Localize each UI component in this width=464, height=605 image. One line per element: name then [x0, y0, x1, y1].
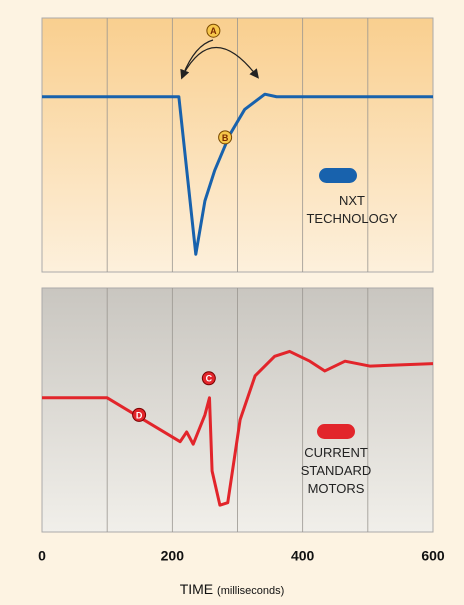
annotation-arrow: [182, 47, 259, 79]
annotation-arrow: [180, 39, 214, 80]
x-tick-label: 600: [421, 548, 445, 564]
x-tick-label: 400: [291, 548, 315, 564]
annotation-marker: [132, 407, 147, 422]
line-series: [42, 349, 434, 507]
x-tick-label: 0: [38, 548, 46, 564]
x-label: TIME: [179, 581, 214, 597]
annotation-marker: [206, 23, 221, 38]
annotation-label: C: [206, 374, 213, 384]
x-tick-label: 200: [161, 548, 185, 564]
annotation-label: D: [136, 410, 143, 420]
legend-swatch: [319, 168, 357, 183]
x-axis-title: TIME (milliseconds): [0, 581, 464, 597]
annotation-label: B: [222, 133, 229, 143]
annotation-label: A: [210, 26, 217, 36]
legend-label: CURRENT STANDARD MOTORS: [300, 445, 372, 496]
annotation-marker: [201, 371, 216, 386]
annotation-marker: [218, 130, 233, 145]
line-series: [42, 92, 433, 256]
legend-swatch: [317, 424, 355, 439]
legend-label: NXT TECHNOLOGY: [306, 193, 398, 226]
x-label-unit: (milliseconds): [217, 585, 285, 597]
